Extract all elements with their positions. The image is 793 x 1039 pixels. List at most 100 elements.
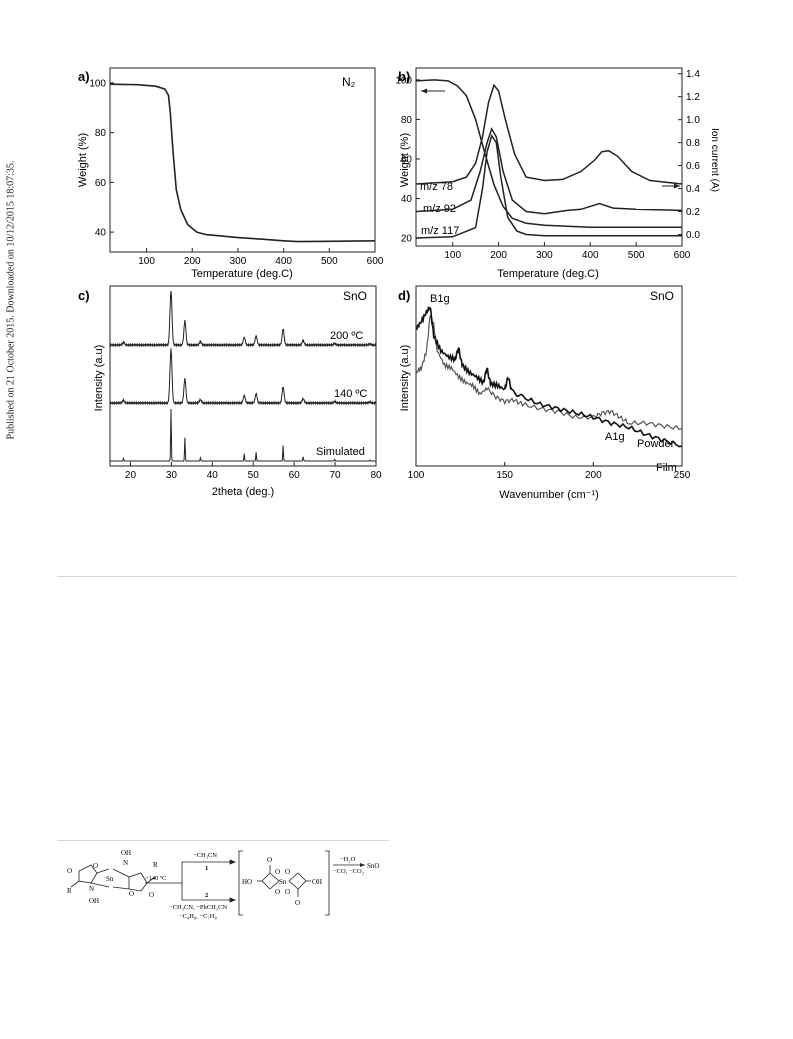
final-arrowhead (360, 863, 365, 867)
panel-d-ylabel: Intensity (a.u) (399, 345, 411, 412)
panel-c-trace-simulated (110, 408, 376, 462)
panel-b-right-ytick-label: 0.8 (686, 138, 700, 149)
panel-b-ylabel: Weight (%) (399, 133, 411, 187)
panel-d-label: d) (398, 288, 410, 303)
reactant-atom-r1: R (153, 861, 158, 869)
final-condition-2: −CO, −CO₂ (333, 868, 364, 875)
panel-b-line-weight (415, 79, 682, 228)
path1-loss: −CH₃CN (193, 852, 217, 859)
panel-c-xtick-label: 30 (166, 470, 178, 481)
reactant-atom-oh1: OH (121, 849, 131, 857)
label-mz117: m/z 117 (421, 225, 459, 237)
panel-c-annotation: SnO (343, 289, 367, 303)
reactant-atom-r2: R (67, 887, 72, 895)
panel-a-ytick-label: 80 (95, 128, 107, 139)
intermediate-atom-oh: OH (312, 878, 322, 886)
panel-b-frame (415, 67, 683, 247)
reactant-atom-oh2: OH (89, 897, 99, 905)
peak-label-b1g: B1g (430, 293, 450, 305)
panel-c: c) SnO 2theta (deg.) Intensity (a.u) 200… (78, 285, 382, 498)
intermediate-atom-o6: O (285, 888, 290, 896)
panel-b-right-ytick-label: 0.0 (686, 230, 700, 241)
path2-number: 2 (205, 892, 208, 899)
panel-a-xtick-label: 300 (230, 256, 247, 267)
panel-d-annotation: SnO (650, 289, 674, 303)
reaction-scheme: O O O O N N OH OH R R Sn >140 ºC −CH₃CN … (67, 849, 379, 920)
figure-tga-xrd-raman: a) N₂ Temperature (deg.C) Weight (%) 100… (77, 67, 720, 501)
series-label-film: Film (656, 462, 677, 474)
series-label-powder: Powder (637, 438, 675, 450)
panel-b-xtick-label: 400 (582, 250, 599, 261)
panel-c-xtick-label: 40 (207, 470, 219, 481)
reactant-atom-n1: N (123, 859, 128, 867)
panel-b-line-m-z-117 (415, 134, 682, 239)
path2-loss-line1: −CH₃CN, −PhCH₂CN (169, 904, 227, 911)
reactant-structure (70, 864, 156, 892)
panel-b-xtick-label: 100 (444, 250, 461, 261)
panel-d-frame (415, 285, 683, 467)
panel-a-ylabel: Weight (%) (77, 133, 89, 187)
panel-a-label: a) (78, 69, 90, 84)
peak-label-a1g: A1g (605, 431, 625, 443)
reactant-atom-n2: N (89, 885, 94, 893)
panel-b-xlabel: Temperature (deg.C) (497, 268, 599, 280)
panel-b-right-ytick-label: 1.4 (686, 69, 700, 80)
panel-d-xlabel: Wavenumber (cm⁻¹) (499, 489, 599, 501)
panel-c-xtick-label: 70 (330, 470, 342, 481)
panel-b-xtick-label: 200 (490, 250, 507, 261)
panel-a-xtick-label: 400 (275, 256, 292, 267)
product-text: SnO (367, 862, 379, 870)
panel-a-ytick-label: 40 (95, 228, 107, 239)
trace-label-140: 140 ºC (334, 388, 367, 400)
panel-a-ytick-label: 100 (89, 78, 106, 89)
reactant-atom-o2: O (93, 862, 98, 870)
panel-d-xtick-label: 250 (674, 470, 691, 481)
panel-c-label: c) (78, 288, 90, 303)
panel-b-line-m-z-92 (415, 127, 683, 215)
panel-b-ytick-label: 80 (401, 115, 413, 126)
panel-b-right-ytick-label: 0.2 (686, 207, 700, 218)
panel-a-xtick-label: 600 (367, 256, 384, 267)
intermediate-brackets (238, 850, 330, 916)
panel-d-line-film (415, 306, 683, 448)
panel-a-xtick-label: 200 (184, 256, 201, 267)
panel-c-xtick-label: 50 (248, 470, 260, 481)
panel-b-right-ytick-label: 0.4 (686, 184, 700, 195)
condition-text: >140 ºC (145, 875, 166, 882)
panel-b-right-ytick-label: 0.6 (686, 161, 700, 172)
panel-a-annotation: N₂ (342, 75, 356, 89)
panel-c-trace-140 (109, 348, 377, 406)
panel-b-right-ytick-label: 1.2 (686, 92, 700, 103)
panel-a-xtick-label: 500 (321, 256, 338, 267)
panel-c-frame (109, 285, 377, 467)
panel-d-xtick-label: 150 (496, 470, 513, 481)
left-axis-arrow (421, 88, 445, 94)
panel-b-line-m-z-78 (415, 83, 683, 185)
panel-c-xlabel: 2theta (deg.) (212, 486, 274, 498)
panel-c-xtick-label: 80 (370, 470, 382, 481)
panel-b-ytick-label: 20 (401, 234, 413, 245)
scheme-divider (57, 840, 389, 841)
panel-a-weight-line (109, 83, 376, 243)
trace-label-200: 200 ºC (330, 330, 363, 342)
panel-a-xlabel: Temperature (deg.C) (191, 268, 293, 280)
intermediate-atom-o2: O (295, 899, 300, 907)
reactant-atom-sn: Sn (106, 875, 114, 883)
intermediate-atom-o1: O (267, 856, 272, 864)
trace-label-simulated: Simulated (316, 446, 365, 458)
panel-b-ytick-label: 60 (401, 154, 413, 165)
reactant-atom-o1: O (67, 867, 72, 875)
panel-b-right-ytick-label: 1.0 (686, 115, 700, 126)
reactant-atom-o3: O (129, 890, 134, 898)
panel-b-label: b) (398, 69, 410, 84)
panel-b-xtick-label: 300 (536, 250, 553, 261)
label-mz78: m/z 78 (420, 181, 453, 193)
path1-number: 1 (205, 865, 208, 872)
path2-loss-line2: −C₄H₈, −C₇H₈ (179, 913, 217, 920)
panel-a-frame (109, 67, 376, 253)
panel-a: a) N₂ Temperature (deg.C) Weight (%) 100… (77, 67, 384, 280)
right-axis-arrow (662, 183, 680, 189)
final-condition-1: −H₂O (340, 856, 356, 863)
panel-b-y2label: Ion current (A) (709, 128, 720, 192)
panel-a-xtick-label: 100 (138, 256, 155, 267)
